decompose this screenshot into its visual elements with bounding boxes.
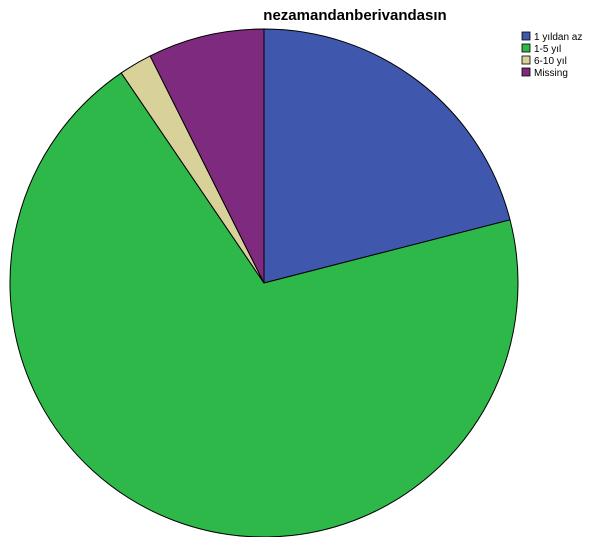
pie-slice-1 bbox=[263, 28, 511, 284]
pie-slice-2 bbox=[9, 72, 519, 537]
pie-slice-4 bbox=[149, 28, 265, 284]
legend-swatch-2 bbox=[521, 43, 531, 53]
legend-label-2: 1-5 yıl bbox=[534, 44, 561, 55]
legend-label-3: 6-10 yıl bbox=[534, 56, 567, 67]
legend-swatch-1 bbox=[521, 31, 531, 41]
legend-swatch-4 bbox=[521, 67, 531, 77]
pie-slices bbox=[9, 28, 519, 537]
legend-label-1: 1 yıldan az bbox=[534, 32, 582, 43]
legend-label-4: Missing bbox=[534, 68, 568, 79]
legend-swatch-3 bbox=[521, 55, 531, 65]
chart-title: nezamandanberivandasın bbox=[263, 7, 446, 24]
